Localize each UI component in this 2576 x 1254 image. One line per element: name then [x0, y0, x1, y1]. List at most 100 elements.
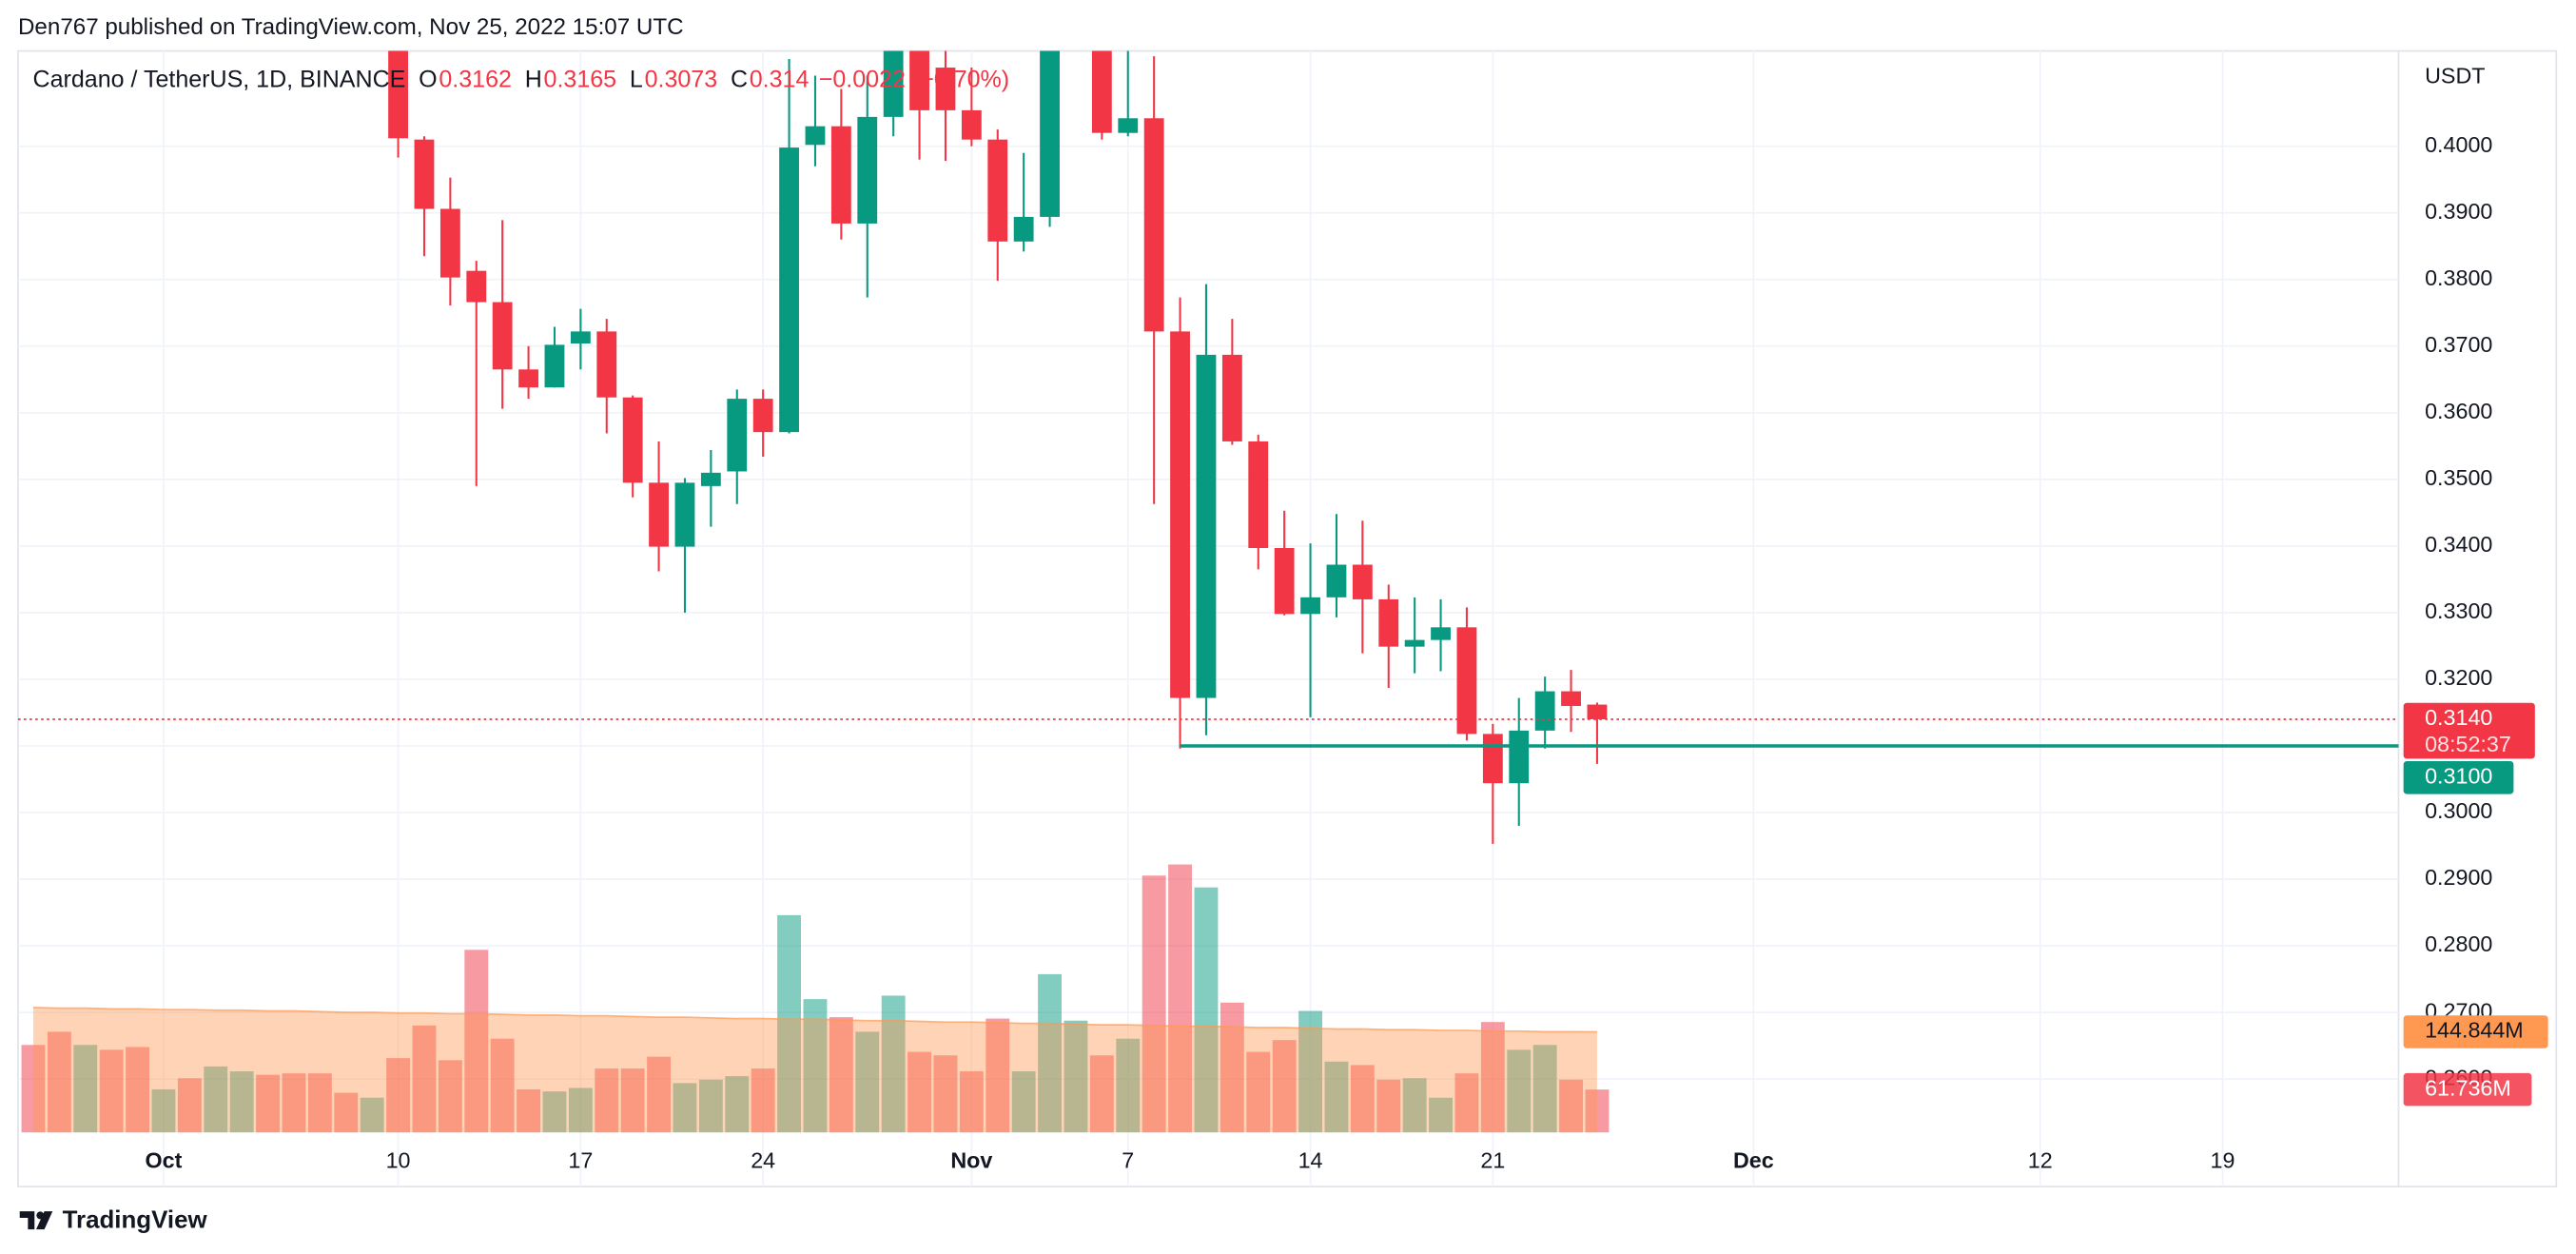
volume-bar — [1376, 1079, 1401, 1133]
volume-bar — [829, 1017, 853, 1133]
candle-body — [883, 50, 904, 117]
legend-key: O — [419, 66, 437, 92]
x-tick-label: 24 — [751, 1147, 775, 1172]
candle-body — [1587, 704, 1608, 719]
volume-bar — [126, 1047, 150, 1133]
legend-key: C — [731, 66, 748, 92]
candle-body — [1118, 118, 1139, 133]
volume-bar — [438, 1060, 462, 1133]
volume-bar — [1220, 1002, 1244, 1133]
y-tick-label: 0.3500 — [2425, 465, 2492, 490]
volume-bar — [1142, 875, 1166, 1133]
volume-bar — [647, 1056, 672, 1133]
volume-ma-line — [32, 1007, 1597, 1033]
candle-body — [961, 109, 982, 140]
candle-body — [596, 331, 617, 398]
candle-body — [1091, 50, 1112, 133]
volume-bar — [1480, 1022, 1505, 1133]
candle-body — [1274, 547, 1295, 615]
logo-icon — [19, 1211, 53, 1230]
candle-body — [1143, 118, 1164, 332]
volume-bar — [620, 1068, 645, 1133]
volume-bar — [1350, 1065, 1375, 1133]
volume-bar — [204, 1066, 228, 1133]
volume-bar — [1038, 973, 1062, 1133]
volume-bar — [517, 1088, 541, 1133]
volume-bar — [1559, 1079, 1583, 1133]
volume-bar — [1402, 1078, 1427, 1133]
last-price-box — [2403, 702, 2535, 759]
candle-body — [1170, 331, 1190, 698]
volume-bar — [151, 1088, 176, 1133]
volume-bar — [881, 995, 906, 1133]
y-tick-label: 0.3900 — [2425, 199, 2492, 224]
volume-bar — [1168, 864, 1192, 1133]
y-tick-label: 0.4000 — [2425, 132, 2492, 157]
candle-body — [830, 126, 851, 224]
candle-body — [727, 399, 748, 472]
volume-bar — [907, 1051, 931, 1133]
volume-bar — [229, 1070, 254, 1133]
candle-body — [857, 116, 878, 224]
legend-symbol: Cardano / TetherUS, 1D, BINANCE — [33, 66, 406, 92]
candle-body — [1013, 216, 1034, 242]
volume-bar — [73, 1045, 98, 1133]
y-tick-label: 0.2900 — [2425, 865, 2492, 890]
y-tick-label: 0.3000 — [2425, 798, 2492, 823]
candle-body — [1378, 598, 1399, 647]
volume-bar — [21, 1045, 46, 1133]
candle-body — [518, 369, 538, 388]
candle-body — [1534, 691, 1555, 731]
candle-body — [909, 50, 929, 110]
candle-body — [1482, 734, 1503, 784]
legend-key: L — [630, 66, 643, 92]
volume-bar — [1532, 1045, 1557, 1133]
x-tick-label: 7 — [1122, 1147, 1134, 1172]
volume-bar — [1011, 1070, 1036, 1133]
volume-bar — [1324, 1061, 1349, 1133]
volume-bar — [334, 1092, 359, 1133]
y-tick-label: 0.3700 — [2425, 332, 2492, 357]
volume-bar — [1507, 1049, 1532, 1133]
y-tick-label: 0.3300 — [2425, 598, 2492, 623]
legend: Cardano / TetherUS, 1D, BINANCE O 0.3162 H 0… — [33, 66, 1010, 92]
volume-ma-box — [2403, 1015, 2548, 1048]
volume-bar — [698, 1079, 723, 1133]
last-price-label: 0.3140 — [2425, 705, 2492, 730]
volume-bar — [282, 1073, 306, 1133]
x-tick-label: 14 — [1298, 1147, 1323, 1172]
x-tick-label: 17 — [568, 1147, 593, 1172]
candle-body — [1431, 627, 1451, 640]
volume-bar — [99, 1049, 124, 1133]
volume-bar — [1272, 1040, 1297, 1133]
y-tick-label: 0.2800 — [2425, 931, 2492, 956]
x-tick-label: Dec — [1733, 1147, 1774, 1172]
candle-body — [1326, 564, 1347, 598]
x-tick-label: Oct — [146, 1147, 183, 1172]
volume-bar — [256, 1074, 281, 1133]
horizontal-line-box — [2403, 761, 2514, 794]
volume-bar — [777, 914, 801, 1133]
candle-body — [1404, 639, 1425, 647]
volume-bar — [386, 1058, 411, 1133]
volume-bar — [933, 1055, 958, 1133]
volume-bar — [307, 1073, 332, 1133]
candle-body — [1040, 50, 1060, 217]
candle-body — [987, 139, 1008, 242]
volume-bar — [412, 1025, 437, 1133]
candle-body — [1352, 564, 1373, 599]
legend-value: 0.3073 — [645, 66, 718, 92]
volume-bar — [490, 1038, 515, 1133]
candle-body — [570, 331, 591, 343]
volume-bar — [673, 1083, 697, 1133]
volume-bar — [464, 950, 489, 1133]
legend-change: −0.0022 (−0.70%) — [819, 66, 1009, 92]
candle-body — [414, 139, 435, 209]
candle-body — [935, 68, 956, 110]
candle-body — [439, 208, 460, 278]
volume-bar — [47, 1031, 71, 1133]
volume-bar — [1585, 1089, 1610, 1133]
brand: TradingView — [63, 1206, 208, 1233]
tradingview-logo: TradingView — [19, 1206, 208, 1233]
candle-body — [674, 482, 695, 547]
